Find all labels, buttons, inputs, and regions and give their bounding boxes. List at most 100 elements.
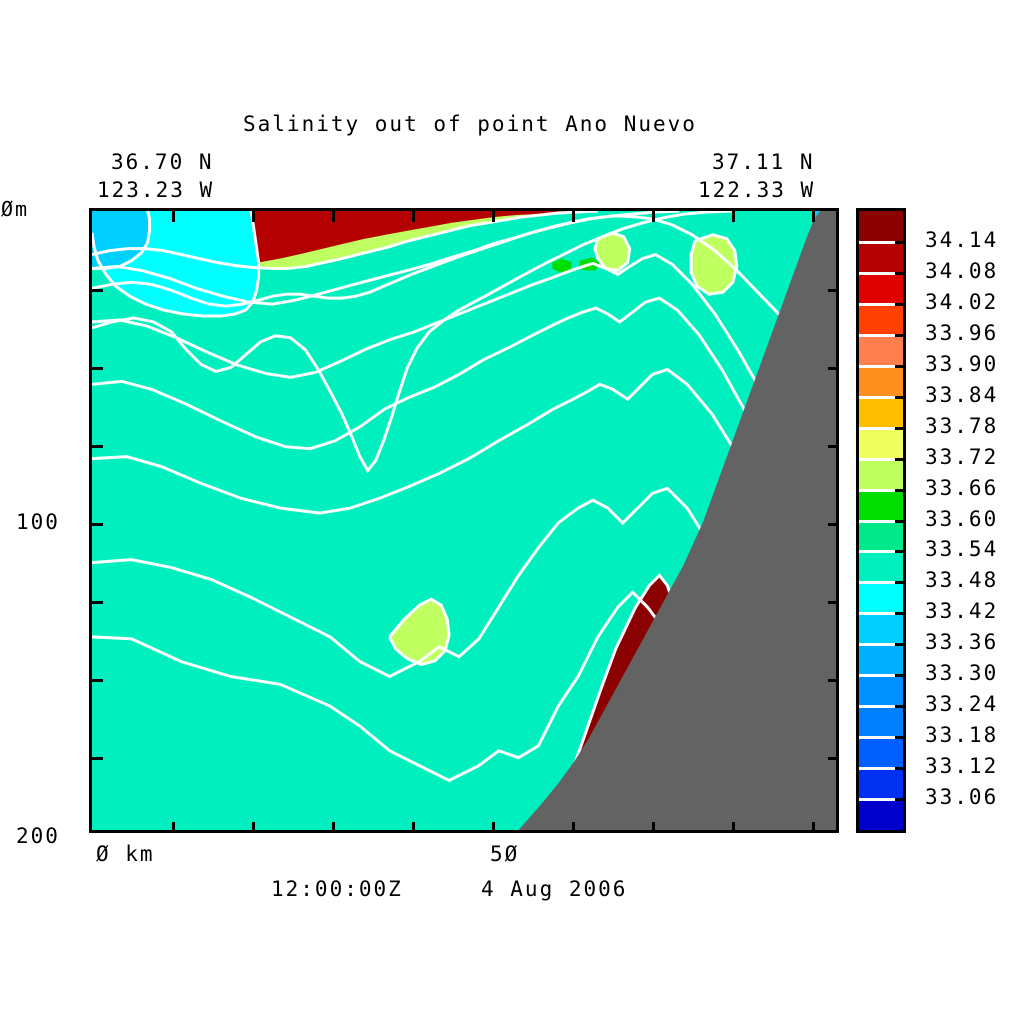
contour-line — [92, 486, 836, 727]
colorbar-band — [859, 427, 903, 459]
axis-tick — [412, 211, 415, 222]
colorbar-tick — [895, 240, 906, 244]
contour-line — [593, 231, 632, 272]
colorbar-tick — [895, 798, 906, 802]
x-axis-tick-50: 5Ø — [490, 842, 520, 866]
colorbar[interactable] — [856, 208, 906, 833]
colorbar-tick — [895, 550, 906, 554]
colorbar-separator — [859, 643, 903, 647]
colorbar-tick — [895, 364, 906, 368]
colorbar-tick-label: 33.78 — [925, 413, 999, 438]
colorbar-tick — [895, 643, 906, 647]
y-axis-tick-0: Øm — [1, 197, 30, 221]
colorbar-separator — [859, 798, 903, 802]
left-latitude: 36.70 N — [111, 150, 214, 174]
colorbar-band — [859, 396, 903, 428]
colorbar-band — [859, 241, 903, 273]
axis-tick — [412, 822, 415, 833]
colorbar-tick — [895, 612, 906, 616]
colorbar-tick — [895, 333, 906, 337]
colorbar-separator — [859, 550, 903, 554]
colorbar-band — [859, 675, 903, 706]
colorbar-band — [859, 458, 903, 490]
axis-tick — [652, 211, 655, 222]
right-longitude: 122.33 W — [698, 178, 816, 202]
colorbar-separator — [859, 767, 903, 771]
colorbar-separator — [859, 674, 903, 678]
colorbar-separator — [859, 426, 903, 430]
colorbar-tick-label: 34.08 — [925, 258, 999, 283]
colorbar-separator — [859, 736, 903, 740]
axis-tick — [332, 822, 335, 833]
axis-tick — [252, 822, 255, 833]
colorbar-tick — [895, 271, 906, 275]
pocket-green-mid — [389, 599, 450, 665]
colorbar-separator — [859, 488, 903, 492]
colorbar-tick — [895, 581, 906, 585]
colorbar-separator — [859, 581, 903, 585]
axis-tick — [828, 601, 839, 604]
axis-tick — [492, 822, 495, 833]
axis-tick — [828, 289, 839, 292]
axis-tick — [172, 211, 175, 222]
colorbar-tick — [895, 767, 906, 771]
colorbar-tick-label: 33.12 — [925, 754, 999, 779]
contour-line — [388, 597, 451, 667]
colorbar-separator — [859, 612, 903, 616]
band-3330-3336 — [92, 211, 150, 269]
colorbar-tick-label: 33.84 — [925, 382, 999, 407]
colorbar-tick — [895, 488, 906, 492]
axis-tick — [732, 211, 735, 222]
axis-tick — [172, 822, 175, 833]
colorbar-separator — [859, 457, 903, 461]
colorbar-band — [859, 211, 903, 242]
colorbar-tick — [895, 705, 906, 709]
axis-tick — [828, 367, 839, 370]
timestamp-time: 12:00:00Z — [271, 877, 403, 901]
colorbar-band — [859, 798, 903, 830]
timestamp-date: 4 Aug 2006 — [481, 877, 628, 901]
colorbar-band — [859, 334, 903, 366]
axis-tick — [92, 679, 103, 682]
contour-line — [92, 296, 836, 569]
land-bathymetry — [518, 211, 836, 830]
axis-tick — [812, 822, 815, 833]
colorbar-band — [859, 365, 903, 397]
colorbar-separator — [859, 705, 903, 709]
colorbar-tick-label: 33.96 — [925, 320, 999, 345]
pocket-yellowgreen-right — [691, 234, 737, 295]
x-axis-tick-0: Ø km — [96, 842, 155, 866]
colorbar-separator — [859, 395, 903, 399]
colorbar-tick-label: 33.18 — [925, 723, 999, 748]
contour-line — [689, 233, 739, 296]
contour-line — [92, 367, 836, 638]
colorbar-tick — [895, 674, 906, 678]
colorbar-tick — [895, 457, 906, 461]
contour-line — [92, 211, 598, 270]
axis-tick — [828, 445, 839, 448]
axis-tick — [92, 523, 103, 526]
colorbar-tick-label: 33.48 — [925, 568, 999, 593]
colorbar-separator — [859, 240, 903, 244]
right-latitude: 37.11 N — [712, 150, 815, 174]
contour-line — [92, 252, 836, 510]
colorbar-tick-label: 33.54 — [925, 537, 999, 562]
colorbar-band — [859, 706, 903, 737]
colorbar-tick-label: 33.72 — [925, 444, 999, 469]
axis-tick — [252, 211, 255, 222]
axis-tick — [828, 679, 839, 682]
axis-tick — [92, 757, 103, 760]
colorbar-separator — [859, 333, 903, 337]
colorbar-tick-label: 34.02 — [925, 289, 999, 314]
plot-clip-area — [92, 211, 836, 830]
colorbar-separator — [859, 519, 903, 523]
colorbar-separator — [859, 271, 903, 275]
axis-tick — [492, 211, 495, 222]
colorbar-separator — [859, 364, 903, 368]
y-axis-tick-100: 100 — [16, 510, 60, 534]
contour-plot[interactable] — [89, 208, 839, 833]
colorbar-tick — [895, 519, 906, 523]
colorbar-band — [859, 613, 903, 645]
axis-tick — [812, 211, 815, 222]
colorbar-band — [859, 303, 903, 335]
